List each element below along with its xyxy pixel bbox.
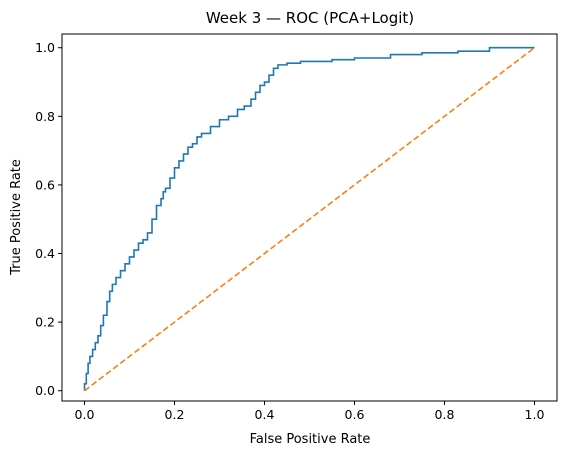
x-tick-label: 0.8: [435, 407, 455, 422]
x-tick-label: 1.0: [525, 407, 545, 422]
plot-area: 0.0 0.2 0.4 0.6 0.8 1.0 0.0 0.2 0.4 0.6 0.8 1.0: [35, 34, 557, 422]
plot-frame: [62, 34, 557, 401]
y-tick-label: 0.2: [35, 315, 55, 330]
x-axis: 0.0 0.2 0.4 0.6 0.8 1.0: [75, 401, 545, 422]
y-tick-label: 0.0: [35, 383, 55, 398]
x-tick-label: 0.4: [255, 407, 275, 422]
x-tick-label: 0.6: [345, 407, 365, 422]
y-axis-label: True Positive Rate: [9, 159, 24, 276]
y-tick-label: 0.6: [35, 177, 55, 192]
y-axis: 0.0 0.2 0.4 0.6 0.8 1.0: [35, 40, 62, 398]
y-tick-label: 1.0: [35, 40, 55, 55]
x-axis-label: False Positive Rate: [250, 432, 371, 447]
series-layer: [85, 48, 535, 391]
y-tick-label: 0.8: [35, 109, 55, 124]
x-tick-label: 0.2: [165, 407, 185, 422]
chart-title: Week 3 — ROC (PCA+Logit): [206, 9, 414, 27]
y-tick-label: 0.4: [35, 246, 55, 261]
x-tick-label: 0.0: [75, 407, 95, 422]
